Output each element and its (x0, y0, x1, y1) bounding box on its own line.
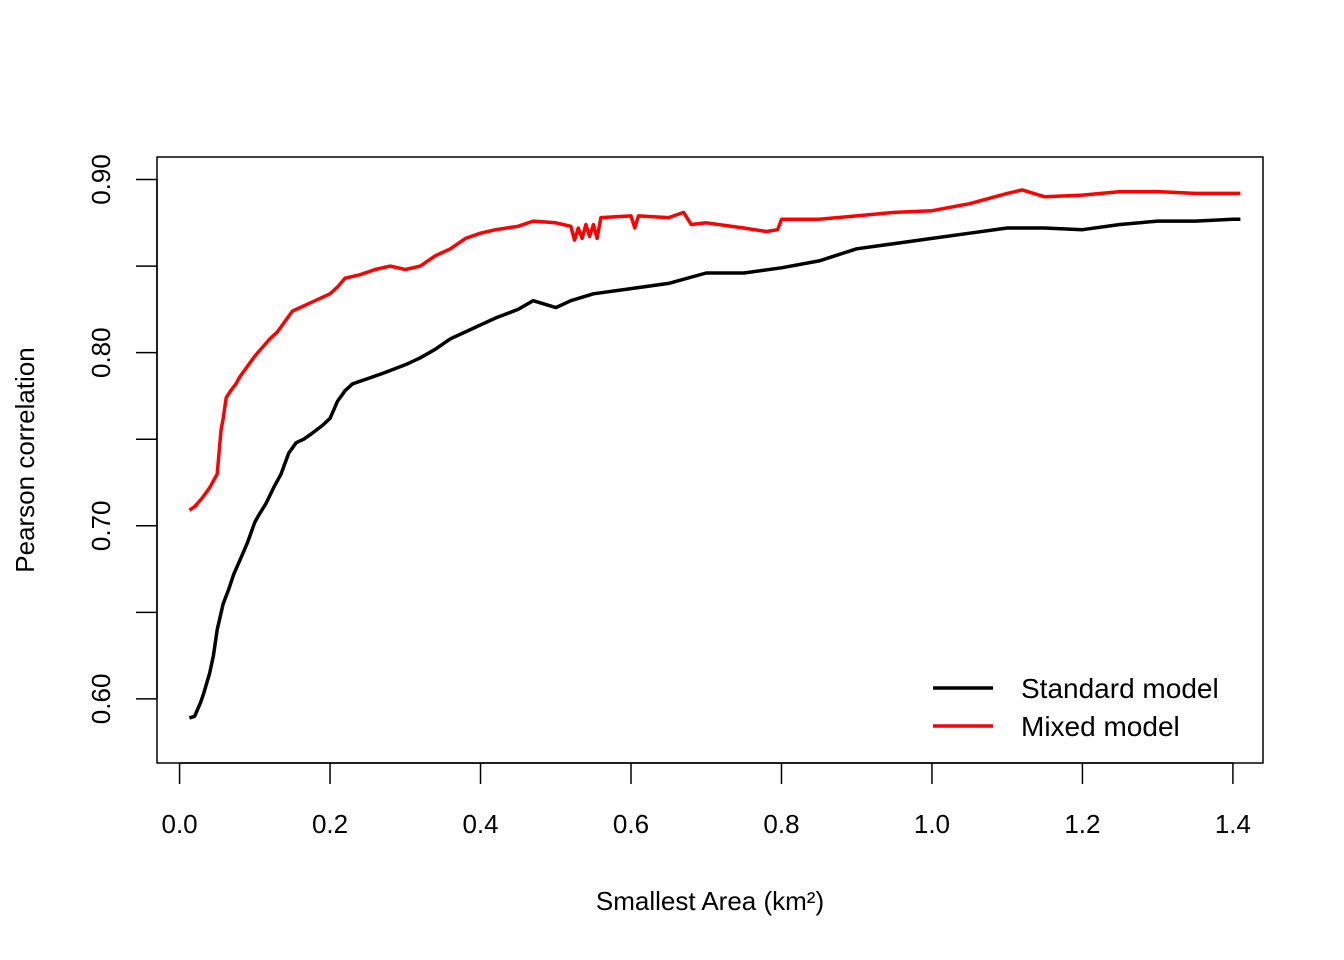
y-axis: 0.60 0.70 0.80 0.90 (86, 154, 158, 725)
legend: Standard model Mixed model (933, 673, 1219, 742)
legend-label-1: Standard model (1021, 673, 1219, 704)
y-axis-title: Pearson correlation (10, 347, 40, 572)
series-line-2 (188, 188, 1241, 512)
x-tick-label: 0.0 (161, 809, 197, 839)
series-layer (188, 188, 1241, 720)
y-tick-label: 0.80 (86, 327, 116, 378)
x-tick-label: 1.4 (1215, 809, 1251, 839)
series-line-1 (188, 217, 1241, 720)
x-tick-label: 0.8 (763, 809, 799, 839)
x-tick-label: 0.4 (462, 809, 498, 839)
legend-label-2: Mixed model (1021, 711, 1180, 742)
y-tick-label: 0.60 (86, 674, 116, 725)
x-tick-label: 1.0 (914, 809, 950, 839)
x-axis-title: Smallest Area (km²) (596, 886, 824, 916)
x-tick-label: 0.2 (312, 809, 348, 839)
y-tick-label: 0.70 (86, 500, 116, 551)
x-axis: 0.0 0.2 0.4 0.6 0.8 1.0 1.2 1.4 (161, 762, 1251, 839)
x-tick-label: 1.2 (1064, 809, 1100, 839)
x-tick-label: 0.6 (613, 809, 649, 839)
y-tick-label: 0.90 (86, 154, 116, 205)
